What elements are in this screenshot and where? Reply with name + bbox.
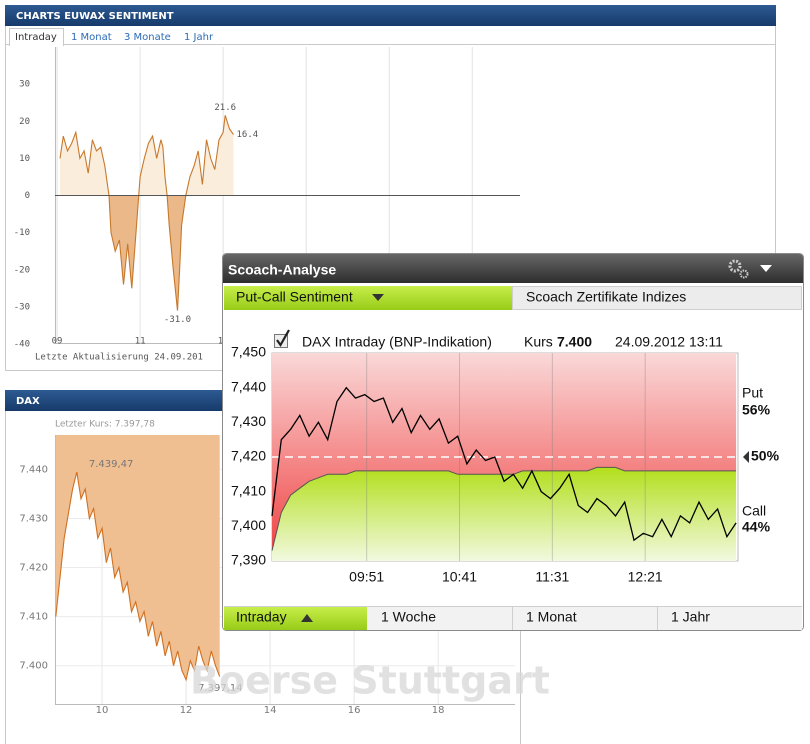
y-tick-label: 7,400 (231, 517, 266, 533)
line (59, 115, 234, 311)
call-label: Call (742, 503, 766, 519)
y-tick-label: 7,420 (231, 448, 266, 464)
y-tick-label: 7.440 (19, 464, 48, 475)
value-label: 16.4 (237, 130, 259, 140)
tab[interactable]: Scoach Zertifikate Indizes (526, 289, 686, 305)
line (271, 386, 737, 542)
x-tick-label: 12:21 (628, 569, 663, 585)
tab-inactive[interactable] (512, 286, 802, 310)
panel-header (5, 5, 776, 26)
y-tick-label: 7.430 (19, 513, 48, 524)
tab-active[interactable] (224, 607, 367, 630)
dropdown-arrow (372, 294, 384, 301)
tab-gap (10, 44, 63, 46)
y-tick-label: 20 (19, 117, 30, 127)
y-tick-label: 7.420 (19, 563, 48, 574)
x-tick-label: 16 (348, 705, 361, 716)
tab[interactable]: 1 Jahr (184, 32, 214, 43)
panel-title: CHARTS EUWAX SENTIMENT (16, 11, 174, 22)
line (55, 471, 221, 682)
series-legend: DAX Intraday (BNP-Indikation) (302, 334, 492, 350)
x-tick-label: 10 (96, 705, 109, 716)
y-tick-label: 7.400 (19, 661, 48, 672)
scoach-widget: Scoach-Analyse Put-Call Sentiment Scoach… (222, 253, 804, 631)
x-tick-label: 11 (135, 337, 146, 347)
y-tick-label: -10 (14, 228, 30, 238)
value-label: 7.397,14 (198, 683, 243, 694)
tab[interactable]: 3 Monate (124, 32, 171, 43)
period-tab[interactable]: 1 Jahr (671, 609, 710, 625)
midline-label: 50% (751, 448, 780, 464)
value-label: -31.0 (164, 315, 191, 325)
timestamp: 24.09.2012 13:11 (615, 334, 723, 350)
y-tick-label: 0 (25, 191, 30, 201)
y-tick-label: 7,390 (231, 552, 266, 568)
call-value: 44% (742, 519, 771, 535)
call-area (272, 467, 737, 561)
put-area (272, 353, 737, 551)
watermark: Boerse Stuttgart (190, 659, 550, 703)
kurs-label: Kurs (524, 334, 553, 350)
tab-strip (367, 607, 802, 630)
settings-icon[interactable] (728, 259, 772, 279)
tab[interactable]: 1 Monat (71, 32, 112, 43)
y-tick-label: 7,440 (231, 378, 266, 394)
x-tick-label: 14 (264, 705, 277, 716)
y-tick-label: 7,430 (231, 413, 266, 429)
checkbox[interactable] (274, 329, 290, 348)
y-tick-label: 7,450 (231, 344, 266, 360)
y-tick-label: 7.410 (19, 612, 48, 623)
value-label: 7.439,47 (89, 459, 134, 470)
x-tick-label: 09 (52, 337, 63, 347)
midline-marker (743, 451, 749, 463)
tab[interactable]: Intraday (15, 32, 57, 43)
widget-title: Scoach-Analyse (228, 262, 336, 278)
y-tick-label: -30 (14, 302, 30, 312)
value-label: 21.6 (214, 103, 236, 113)
up-arrow (301, 614, 313, 622)
update-note: Letzte Aktualisierung 24.09.201 (35, 353, 203, 363)
area-negative (109, 195, 186, 311)
put-label: Put (742, 385, 763, 401)
kurs-value: 7.400 (557, 334, 592, 350)
x-tick-label: 11:31 (535, 569, 569, 585)
period-tab[interactable]: Intraday (236, 609, 287, 625)
area (55, 435, 220, 680)
last-price: Letzter Kurs: 7.397,78 (55, 420, 155, 430)
y-tick-label: 10 (19, 154, 30, 164)
x-tick-label: 10:41 (442, 569, 477, 585)
x-tick-label: 12 (180, 705, 193, 716)
y-tick-label: -20 (14, 265, 30, 275)
split-line (271, 466, 737, 551)
y-tick-label: 30 (19, 80, 30, 90)
x-tick-label: 18 (432, 705, 445, 716)
period-tab[interactable]: 1 Monat (526, 609, 577, 625)
y-tick-label: -40 (14, 340, 30, 350)
tab-active[interactable] (224, 286, 512, 310)
area-positive (60, 115, 234, 196)
y-tick-label: 7,410 (231, 482, 266, 498)
tab[interactable]: Put-Call Sentiment (236, 289, 353, 305)
period-tab[interactable]: 1 Woche (381, 609, 436, 625)
panel-title: DAX (16, 396, 40, 407)
x-tick-label: 09:51 (349, 569, 384, 585)
put-value: 56% (742, 402, 771, 418)
widget-header (223, 254, 803, 283)
